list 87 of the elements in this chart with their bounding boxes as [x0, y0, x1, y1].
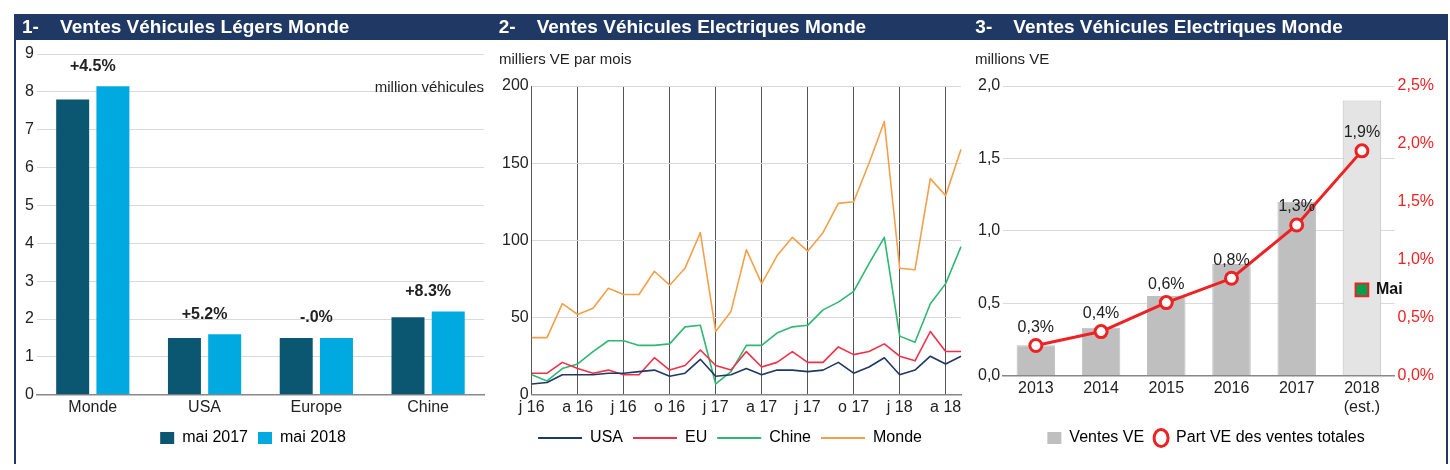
legend-label: mai 2017	[182, 428, 249, 446]
bar	[1147, 295, 1186, 376]
x-tick-label: j 18	[885, 397, 913, 415]
chart-title: 3- Ventes Véhicules Electriques Monde	[969, 14, 1446, 40]
y-axis-title: milliers VE par mois	[498, 50, 632, 67]
bar	[279, 338, 313, 395]
x-tick-label: 2013	[1018, 378, 1055, 396]
point	[1354, 143, 1370, 159]
point	[1289, 217, 1305, 233]
data-label: 0,8%	[1213, 250, 1251, 268]
x-tick-label: 2018 (est.)	[1344, 378, 1381, 415]
y-tick-label: 4	[24, 233, 34, 251]
bar	[319, 338, 353, 395]
bar	[56, 99, 90, 395]
annotation: -.0%	[299, 308, 333, 326]
legend-label: mai 2018	[280, 428, 346, 446]
point	[1093, 324, 1109, 340]
x-tick-label: j 17	[701, 397, 729, 415]
x-tick-label: Monde	[68, 397, 118, 415]
x-tick-label: 2017	[1279, 378, 1315, 396]
point	[1028, 337, 1044, 353]
y2-tick-label: 0,5%	[1397, 308, 1435, 326]
y2-tick-label: 1,0%	[1397, 250, 1435, 268]
bar	[167, 338, 201, 395]
legend-label: Part VE des ventes totales	[1176, 428, 1365, 446]
y-axis-title: millions VE	[975, 50, 1050, 67]
y-tick-label: 1,0	[978, 221, 1001, 239]
x-tick-label: USA	[188, 397, 222, 415]
y-tick-label: 2,0	[978, 76, 1001, 94]
legend-label: Monde	[872, 428, 922, 446]
y-tick-label: 200	[501, 76, 529, 94]
bar	[208, 334, 242, 395]
legend-label: Chine	[768, 428, 811, 446]
y-tick-label: 0,5	[978, 293, 1001, 311]
y-tick-label: 1,5	[978, 148, 1001, 166]
x-tick-label: j 17	[793, 397, 821, 415]
chart-title: 2- Ventes Véhicules Electriques Monde	[492, 14, 970, 40]
bar	[391, 317, 425, 395]
y-tick-label: 50	[510, 308, 529, 326]
data-label: 0,6%	[1148, 275, 1185, 293]
y-tick-label: 0	[519, 385, 529, 403]
data-label: 0,3%	[1017, 317, 1055, 335]
bar	[1016, 345, 1056, 376]
bar	[431, 311, 465, 395]
x-tick-label: 2015	[1148, 378, 1185, 396]
data-label: 0,4%	[1083, 303, 1120, 321]
annotation: +8.3%	[405, 281, 452, 299]
annotation: +5.2%	[181, 304, 228, 322]
x-tick-label: a 17	[745, 397, 778, 415]
x-tick-label: a 16	[561, 397, 594, 415]
x-tick-label: o 16	[653, 397, 686, 415]
x-tick-label: j 16	[609, 397, 637, 415]
annotation: +4.5%	[69, 56, 116, 74]
y2-tick-label: 0,0%	[1397, 366, 1435, 384]
y-tick-label: 150	[501, 153, 529, 171]
y-tick-label: 9	[24, 44, 34, 62]
x-tick-label: Europe	[290, 397, 343, 415]
y-tick-label: 1	[24, 347, 34, 365]
annotation: million véhicules	[374, 78, 484, 95]
y-tick-label: 7	[24, 120, 34, 138]
y-tick-label: 0,0	[978, 366, 1001, 384]
y-tick-label: 3	[24, 271, 34, 289]
x-tick-label: a 18	[929, 397, 961, 415]
bar	[96, 86, 130, 395]
y2-tick-label: 1,5%	[1397, 192, 1435, 210]
y-tick-label: 100	[501, 230, 529, 248]
y-tick-label: 0	[24, 385, 34, 403]
point	[1224, 270, 1240, 286]
chart-title: 1- Ventes Véhicules Légers Monde	[16, 14, 493, 40]
x-tick-label: 2014	[1083, 378, 1120, 396]
y-tick-label: 6	[24, 158, 34, 176]
point	[1159, 295, 1175, 311]
y2-tick-label: 2,5%	[1397, 76, 1435, 94]
bar	[1277, 201, 1317, 376]
y-tick-label: 8	[24, 82, 34, 100]
legend-label: EU	[684, 428, 707, 446]
legend-label: USA	[589, 428, 623, 446]
x-tick-label: Chine	[407, 397, 450, 415]
series-label: Mai	[1376, 280, 1403, 298]
x-tick-label: 2016	[1214, 378, 1250, 396]
legend-label: Ventes VE	[1069, 428, 1145, 446]
y2-tick-label: 2,0%	[1397, 134, 1435, 152]
x-tick-label: o 17	[837, 397, 869, 415]
y-tick-label: 5	[24, 195, 34, 213]
data-label: 1,3%	[1278, 197, 1316, 215]
y-tick-label: 2	[24, 309, 34, 327]
data-label: 1,9%	[1344, 123, 1381, 141]
